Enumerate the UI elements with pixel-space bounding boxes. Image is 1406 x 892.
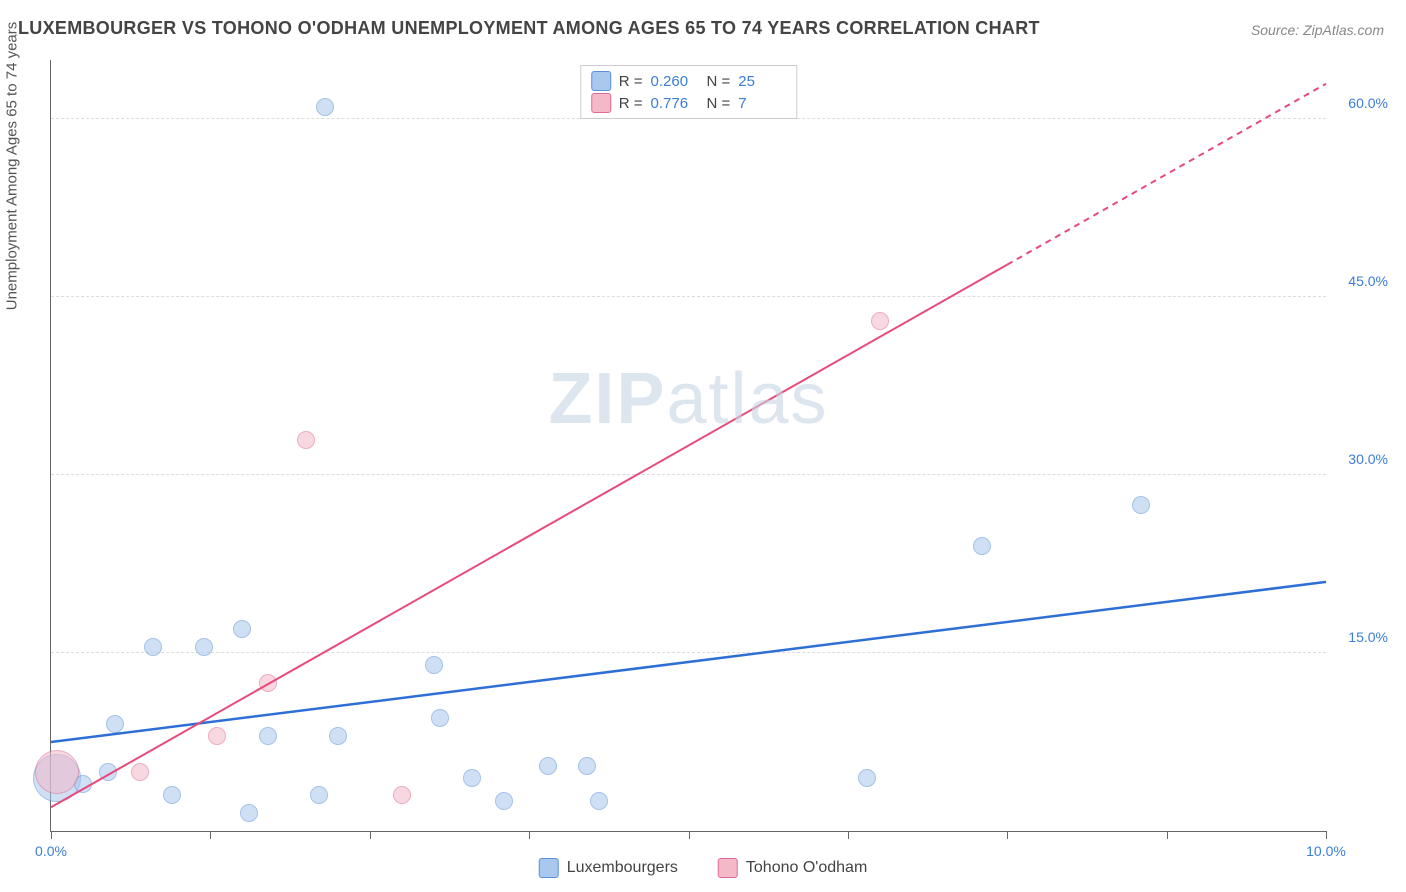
x-tick — [689, 831, 690, 839]
stat-n-label: N = — [707, 95, 731, 112]
x-tick — [370, 831, 371, 839]
plot-area: ZIPatlas R = 0.260 N = 25 R = 0.776 N = … — [50, 60, 1326, 832]
x-tick — [1326, 831, 1327, 839]
y-tick-label: 30.0% — [1348, 451, 1388, 467]
chart-source: Source: ZipAtlas.com — [1251, 22, 1384, 38]
correlation-chart: LUXEMBOURGER VS TOHONO O'ODHAM UNEMPLOYM… — [0, 0, 1406, 892]
x-tick — [1007, 831, 1008, 839]
legend-item-luxembourgers: Luxembourgers — [539, 858, 678, 878]
x-tick — [51, 831, 52, 839]
y-tick-label: 60.0% — [1348, 95, 1388, 111]
y-axis-label: Unemployment Among Ages 65 to 74 years — [4, 22, 21, 311]
x-tick-label: 10.0% — [1306, 843, 1346, 859]
bottom-legend: Luxembourgers Tohono O'odham — [539, 858, 868, 878]
legend-swatch-pink — [718, 858, 738, 878]
legend-stats-box: R = 0.260 N = 25 R = 0.776 N = 7 — [580, 65, 798, 119]
x-tick-label: 0.0% — [35, 843, 67, 859]
x-tick — [210, 831, 211, 839]
stat-n-value: 25 — [738, 73, 786, 90]
legend-swatch-blue — [539, 858, 559, 878]
legend-label: Luxembourgers — [567, 859, 678, 877]
legend-label: Tohono O'odham — [746, 859, 867, 877]
stat-r-value: 0.260 — [651, 73, 699, 90]
stat-r-value: 0.776 — [651, 95, 699, 112]
y-tick-label: 45.0% — [1348, 273, 1388, 289]
legend-stats-row: R = 0.776 N = 7 — [591, 92, 787, 114]
legend-item-tohono: Tohono O'odham — [718, 858, 867, 878]
stat-r-label: R = — [619, 95, 643, 112]
chart-title: LUXEMBOURGER VS TOHONO O'ODHAM UNEMPLOYM… — [18, 18, 1040, 39]
stat-r-label: R = — [619, 73, 643, 90]
y-tick-label: 15.0% — [1348, 629, 1388, 645]
x-tick — [529, 831, 530, 839]
legend-swatch-blue — [591, 71, 611, 91]
legend-stats-row: R = 0.260 N = 25 — [591, 70, 787, 92]
stat-n-label: N = — [707, 73, 731, 90]
stat-n-value: 7 — [738, 95, 786, 112]
legend-swatch-pink — [591, 93, 611, 113]
regression-line — [51, 60, 1326, 831]
x-tick — [1167, 831, 1168, 839]
x-tick — [848, 831, 849, 839]
